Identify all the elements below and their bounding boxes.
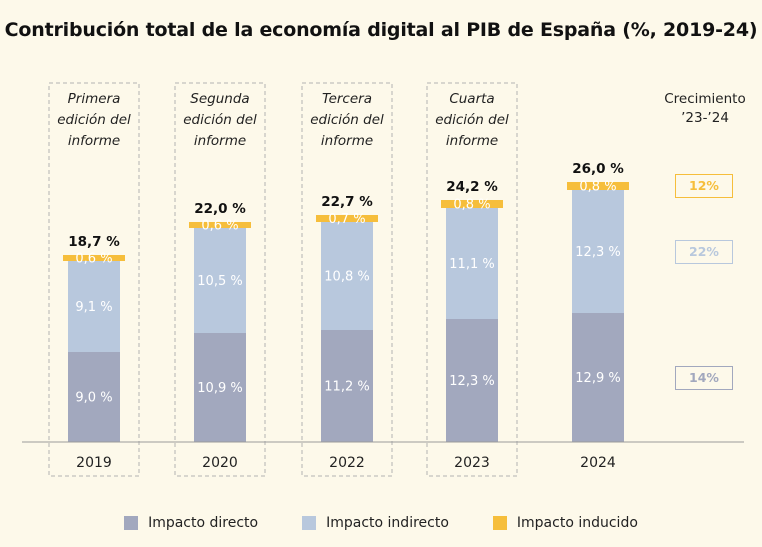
legend-label: Impacto inducido bbox=[516, 515, 638, 531]
legend-item: Impacto directo bbox=[124, 515, 258, 531]
chart-title: Contribución total de la economía digita… bbox=[4, 19, 758, 41]
segment-label: 11,1 % bbox=[449, 257, 494, 272]
bar-segment bbox=[321, 222, 373, 330]
bar-segment bbox=[189, 222, 251, 228]
bar-segment bbox=[446, 208, 498, 319]
segment-label: 10,9 % bbox=[197, 381, 242, 396]
category-label: 2023 bbox=[454, 455, 490, 471]
total-label: 22,0 % bbox=[194, 201, 246, 217]
legend-swatch bbox=[124, 516, 139, 530]
total-label: 22,7 % bbox=[321, 194, 373, 210]
edition-frame bbox=[301, 82, 393, 477]
bar-segment bbox=[194, 228, 246, 333]
segment-label: 9,1 % bbox=[75, 300, 112, 315]
category-label: 2024 bbox=[580, 455, 616, 471]
bar-segment bbox=[567, 182, 629, 190]
bar-segment bbox=[63, 255, 125, 261]
segment-label: 9,0 % bbox=[75, 391, 112, 406]
edition-label: Segunda edición del informe bbox=[183, 91, 257, 149]
total-label: 24,2 % bbox=[446, 179, 498, 195]
legend-swatch bbox=[492, 516, 507, 530]
legend: Impacto directo Impacto indirecto Impacto … bbox=[0, 515, 762, 531]
category-label: 2020 bbox=[202, 455, 238, 471]
segment-label: 0,6 % bbox=[75, 252, 112, 267]
bar-segment bbox=[441, 200, 503, 208]
segment-label: 12,3 % bbox=[449, 374, 494, 389]
bar-segment bbox=[68, 352, 120, 442]
segment-label: 0,8 % bbox=[453, 198, 490, 213]
legend-swatch bbox=[302, 516, 317, 530]
edition-label: Cuarta edición del informe bbox=[435, 91, 509, 149]
growth-header: Crecimiento ’23-’24 bbox=[664, 91, 746, 126]
bar-segment bbox=[572, 190, 624, 313]
category-label: 2022 bbox=[329, 455, 365, 471]
legend-item: Impacto inducido bbox=[492, 515, 638, 531]
segment-label: 0,7 % bbox=[328, 212, 365, 227]
edition-label: Tercera edición del informe bbox=[310, 91, 384, 149]
bar-segment bbox=[316, 215, 378, 222]
bar-segment bbox=[572, 313, 624, 442]
bar-segment bbox=[68, 261, 120, 352]
total-label: 18,7 % bbox=[68, 234, 120, 250]
growth-badge: 12% bbox=[675, 174, 733, 198]
bar-segment bbox=[194, 333, 246, 442]
edition-frame bbox=[426, 82, 518, 477]
segment-label: 12,3 % bbox=[575, 245, 620, 260]
segment-label: 10,8 % bbox=[324, 270, 369, 285]
segment-label: 12,9 % bbox=[575, 371, 620, 386]
bar-segment bbox=[446, 319, 498, 442]
legend-label: Impacto directo bbox=[148, 515, 259, 531]
segment-label: 0,8 % bbox=[579, 180, 616, 195]
edition-frame bbox=[48, 82, 140, 477]
legend-label: Impacto indirecto bbox=[326, 515, 449, 531]
edition-label: Primera edición del informe bbox=[57, 91, 131, 149]
segment-label: 0,6 % bbox=[201, 219, 238, 234]
growth-badge: 14% bbox=[675, 366, 733, 390]
total-label: 26,0 % bbox=[572, 161, 624, 177]
growth-badge: 22% bbox=[675, 240, 733, 264]
legend-item: Impacto indirecto bbox=[302, 515, 449, 531]
edition-frame bbox=[174, 82, 266, 477]
segment-label: 11,2 % bbox=[324, 380, 369, 395]
bar-segment bbox=[321, 330, 373, 442]
category-label: 2019 bbox=[76, 455, 112, 471]
segment-label: 10,5 % bbox=[197, 274, 242, 289]
